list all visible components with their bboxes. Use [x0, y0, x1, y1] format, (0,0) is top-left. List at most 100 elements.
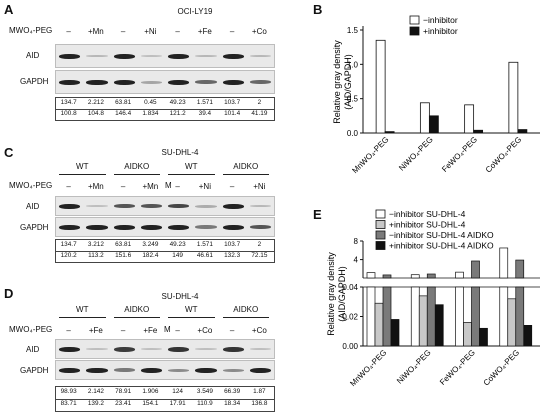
bar-plus-inhibitor: [517, 129, 528, 134]
group-underline: [168, 317, 215, 318]
gapdh-quant-value: 17.91: [169, 400, 186, 407]
panel-b-letter: B: [313, 2, 323, 17]
treatment-col-label: –: [229, 326, 235, 335]
group-label: WT: [185, 305, 198, 314]
gapdh-quant-value: 151.6: [115, 252, 132, 259]
y-tick-label: 4: [354, 256, 359, 265]
bar-plus-inhibitor-sudhl4: [418, 295, 428, 347]
y-tick-label: 0.04: [342, 283, 358, 292]
bar-plus-inhibitor: [428, 115, 439, 134]
aid-band: [168, 346, 190, 352]
y-axis-label-line2: (AID/GAPDH): [337, 266, 347, 322]
treatment-col-label: +Mn: [87, 27, 104, 36]
legend-label: −inhibitor SU-DHL-4 AIDKO: [389, 230, 494, 240]
gapdh-quant-value: 41.19: [251, 110, 268, 117]
panel-d-letter: D: [4, 286, 14, 301]
category-label: MnWO₄-PEG: [348, 348, 388, 388]
aid-band: [113, 346, 135, 352]
panel-a-letter: A: [4, 2, 14, 17]
panel-a-quant-table: [55, 97, 275, 121]
treatment-col-label: –: [66, 27, 71, 36]
y-tick-label: 0.02: [342, 313, 358, 322]
gapdh-quant-value: 121.2: [169, 110, 186, 117]
bar-plus-inhibitor-aidko: [479, 327, 488, 347]
treatment-col-label: +Fe: [88, 326, 103, 335]
aid-quant-value: 63.81: [115, 241, 132, 248]
gapdh-quant-value: 18.34: [224, 400, 241, 407]
bar-minus-inhibitor-sudhl4-upper: [410, 274, 420, 279]
panel-c-quant-table: [55, 239, 275, 263]
bar-minus-inhibitor: [464, 104, 475, 134]
treatment-col-label: +Mn: [142, 182, 159, 191]
treatment-col-label: +Co: [251, 326, 267, 335]
panel-c-aid-blot: [55, 196, 275, 216]
treatment-col-label: –: [66, 326, 71, 335]
gapdh-band: [59, 79, 81, 85]
gapdh-band: [140, 367, 162, 373]
gapdh-quant-value: 1.834: [142, 110, 159, 117]
aid-band: [86, 55, 108, 57]
aid-quant-value: 1.571: [196, 99, 213, 106]
y-axis-label-line2: (AID/GAPDH): [343, 54, 353, 110]
gapdh-band: [140, 224, 162, 230]
panel-a-title: OCI-LY19: [177, 7, 213, 16]
aid-quant-value: 134.7: [60, 241, 77, 248]
gapdh-quant-value: 101.4: [224, 110, 241, 117]
gapdh-quant-value: 139.2: [87, 400, 104, 407]
aid-quant-value: 1.571: [196, 241, 213, 248]
panel-e-letter: E: [313, 207, 322, 222]
aid-quant-value: 49.23: [169, 241, 186, 248]
bar-minus-inhibitor-sudhl4-lower: [366, 286, 376, 347]
gapdh-band: [113, 79, 135, 85]
gapdh-quant-value: 39.4: [198, 110, 212, 117]
gapdh-band: [222, 79, 244, 85]
aid-quant-value: 3.212: [87, 241, 104, 248]
treatment-col-label: –: [120, 182, 126, 191]
bar-minus-inhibitor-aidko-upper: [382, 274, 392, 279]
panel-d-quant-table: [55, 386, 275, 412]
gapdh-quant-value: 120.2: [60, 252, 77, 259]
gapdh-quant-value: 154.1: [142, 400, 159, 407]
aid-quant-value: 98.93: [60, 388, 77, 395]
group-label: WT: [76, 162, 89, 171]
group-underline: [59, 174, 106, 175]
legend-swatch: [375, 241, 386, 250]
aid-quant-value: 63.81: [115, 99, 132, 106]
bar-minus-inhibitor-aidko-lower: [515, 286, 525, 347]
treatment-col-label: +Mn: [87, 182, 104, 191]
aid-quant-value: 1.906: [142, 388, 159, 395]
panel-c-row-gapdh: GAPDH: [20, 223, 49, 232]
panel-c-title: SU-DHL-4: [161, 148, 199, 157]
aid-band: [249, 55, 271, 57]
category-label: NiWO₄-PEG: [395, 348, 433, 386]
gapdh-band: [86, 367, 108, 373]
gapdh-quant-value: 104.8: [87, 110, 104, 117]
group-underline: [113, 317, 160, 318]
group-underline: [222, 174, 269, 175]
panel-a-aid-blot: [55, 44, 275, 68]
aid-band: [140, 204, 162, 208]
aid-band: [195, 55, 217, 57]
gapdh-quant-value: 146.4: [115, 110, 132, 117]
aid-quant-value: 124: [172, 388, 183, 395]
legend-swatch: [409, 26, 420, 36]
category-label: CoWO₄-PEG: [482, 348, 521, 387]
treatment-col-label: –: [229, 27, 235, 36]
panel-d-marker: M: [164, 325, 171, 334]
gapdh-quant-value: 110.9: [197, 400, 213, 407]
bar-plus-inhibitor-aidko: [523, 325, 533, 347]
bar-minus-inhibitor-sudhl4-lower: [499, 286, 509, 347]
aid-quant-value: 49.23: [169, 99, 186, 106]
aid-band: [59, 346, 81, 352]
gapdh-quant-value: 83.71: [60, 400, 77, 407]
gapdh-band: [168, 368, 190, 372]
aid-band: [59, 203, 81, 209]
panel-c-letter: C: [4, 145, 14, 160]
aid-quant-value: 103.7: [224, 241, 241, 248]
treatment-col-label: +Ni: [253, 182, 266, 191]
treatment-col-label: –: [175, 326, 180, 335]
aid-quant-value: 2: [257, 99, 262, 106]
aid-band: [168, 53, 190, 59]
panel-a-gapdh-blot: [55, 70, 275, 94]
